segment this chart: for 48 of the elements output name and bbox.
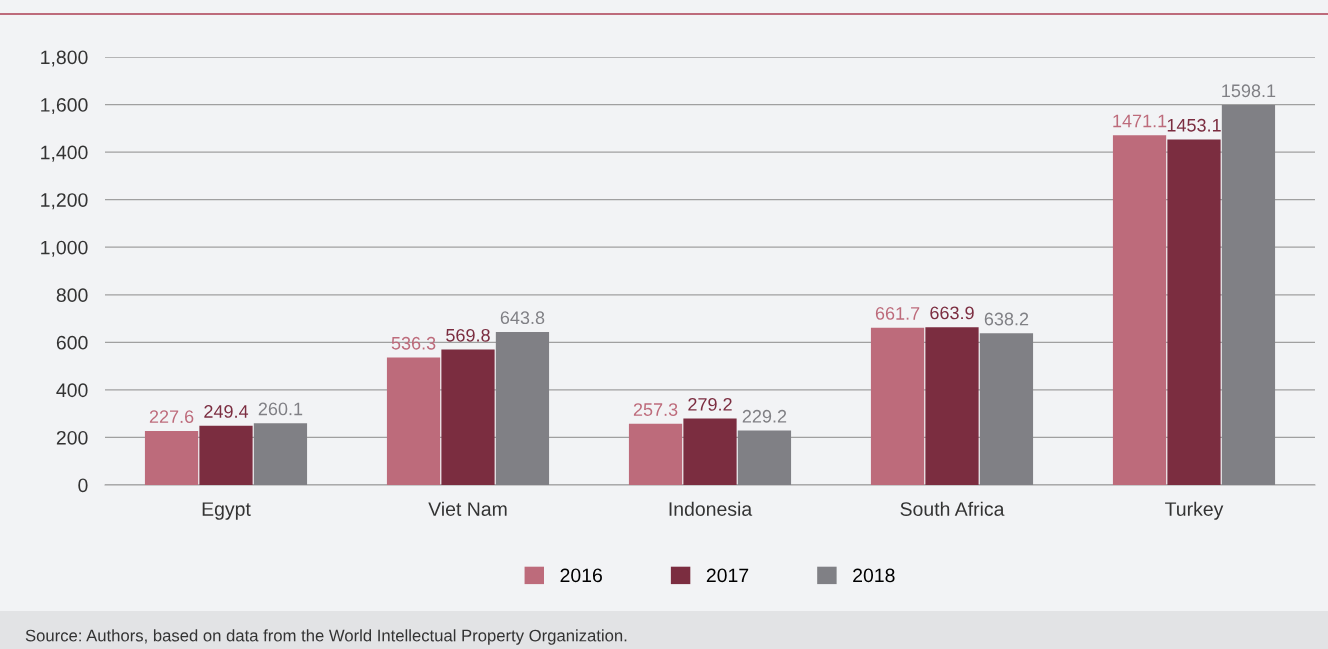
data-label: 569.8 xyxy=(446,328,490,342)
data-label: 643.8 xyxy=(500,311,545,325)
x-tick-label: Indonesia xyxy=(669,501,753,516)
y-tick-label: 1,000 xyxy=(41,240,88,257)
bar xyxy=(1167,139,1221,485)
y-tick-label: 200 xyxy=(56,430,88,445)
data-label: 1471.1 xyxy=(1113,114,1167,128)
legend-label: 2016 xyxy=(560,568,602,583)
legend-label: 2017 xyxy=(706,568,749,583)
bar xyxy=(495,331,550,485)
data-label: 1453.1 xyxy=(1167,118,1221,132)
bar xyxy=(925,327,979,485)
y-tick-label: 0 xyxy=(78,478,88,493)
x-tick-label: South Africa xyxy=(900,501,1005,516)
bar xyxy=(1112,135,1167,485)
bar xyxy=(144,430,199,485)
data-label: 638.2 xyxy=(984,312,1029,326)
bar xyxy=(386,357,441,485)
data-label: 1598.1 xyxy=(1222,84,1276,98)
y-tick-label: 1,200 xyxy=(41,193,88,210)
x-tick-label: Turkey xyxy=(1165,501,1224,520)
data-label: 661.7 xyxy=(875,307,920,320)
data-label: 227.6 xyxy=(149,410,194,424)
legend-label: 2018 xyxy=(853,568,895,583)
y-tick-label: 1,400 xyxy=(41,145,88,162)
x-tick-label: Viet Nam xyxy=(428,501,507,516)
bar xyxy=(870,327,925,485)
bar xyxy=(979,333,1034,485)
y-tick-label: 1,800 xyxy=(41,50,88,67)
bar xyxy=(441,349,495,485)
y-tick-label: 1,600 xyxy=(41,98,88,115)
bar xyxy=(683,418,737,485)
bar xyxy=(628,423,683,485)
data-label: 260.1 xyxy=(258,402,303,416)
y-tick-label: 400 xyxy=(56,383,88,398)
bar xyxy=(253,423,308,485)
x-tick-label: Egypt xyxy=(202,502,251,520)
data-label: 279.2 xyxy=(688,397,732,411)
source-note: Source: Authors, based on data from the World Intellectual Property Organization. xyxy=(25,629,627,645)
bar xyxy=(199,425,253,485)
data-label: 663.9 xyxy=(930,306,974,320)
bar xyxy=(737,430,792,485)
y-tick-label: 600 xyxy=(56,335,88,350)
data-label: 257.3 xyxy=(633,403,678,416)
bar xyxy=(1221,105,1276,485)
data-label: 249.4 xyxy=(204,405,249,418)
data-label: 229.2 xyxy=(742,409,787,423)
y-tick-label: 800 xyxy=(56,288,88,303)
